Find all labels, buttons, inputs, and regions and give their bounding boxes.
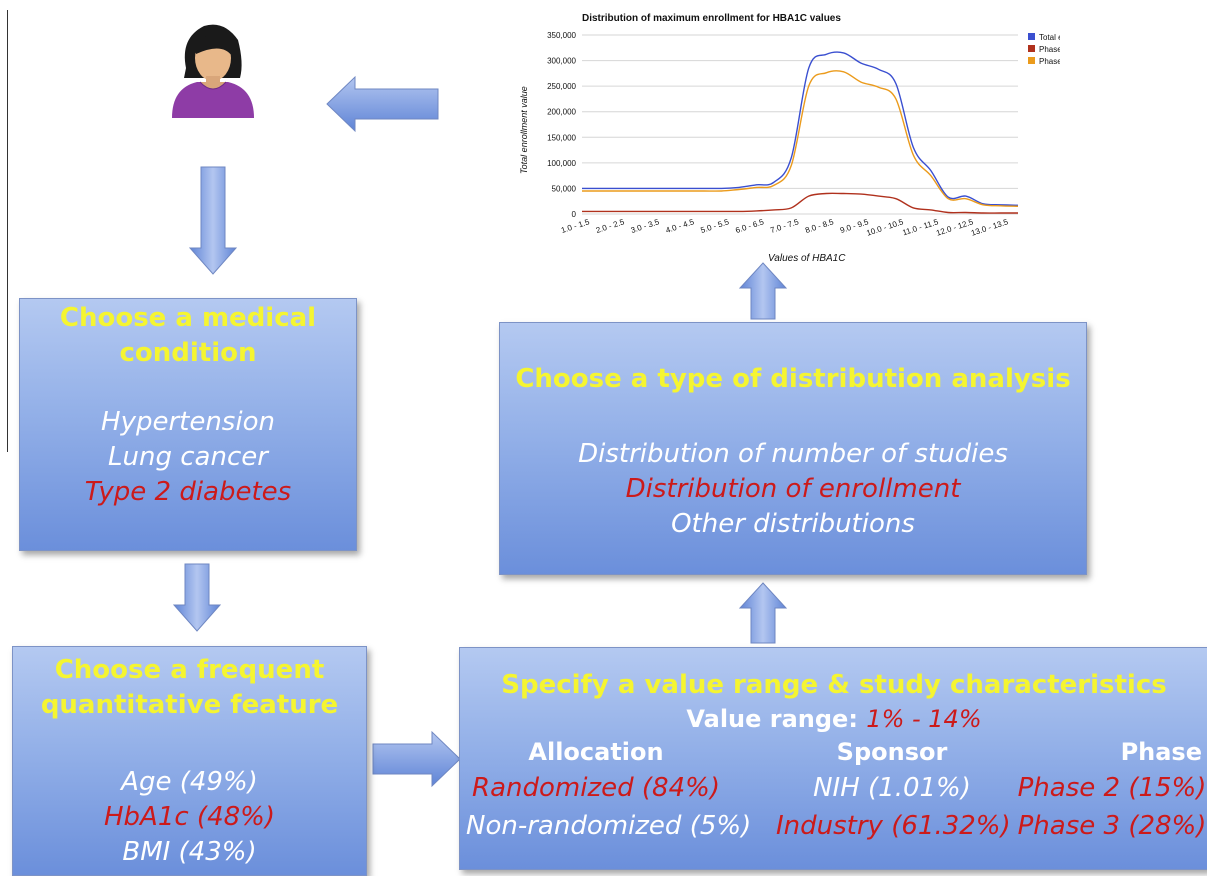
x-tick-label: 4.0 - 4.5 (665, 217, 696, 235)
feature-title-2: quantitative feature (40, 690, 339, 720)
y-tick-label: 350,000 (547, 31, 576, 40)
condition-list: Hypertension Lung cancer Type 2 diabetes (20, 405, 356, 510)
legend-swatch (1028, 45, 1035, 52)
arrow-down-2 (172, 563, 222, 632)
y-tick-label: 50,000 (552, 184, 577, 193)
medical-condition-title-1: Choose a medical (59, 303, 317, 333)
distribution-list: Distribution of number of studies Distri… (500, 437, 1086, 542)
medical-condition-box: Choose a medical condition Hypertension … (19, 298, 357, 551)
chart-ylabel: Total enrollment value (519, 86, 529, 174)
x-tick-label: 5.0 - 5.5 (699, 217, 730, 235)
series-line-phase-2 (581, 192, 1018, 214)
series-line-total-enrollment (582, 51, 1019, 206)
x-tick-label: 3.0 - 3.5 (630, 217, 661, 235)
arrow-right (372, 730, 461, 788)
distribution-item: Distribution of number of studies (578, 439, 1008, 469)
y-tick-label: 250,000 (547, 82, 576, 91)
y-tick-label: 150,000 (547, 133, 576, 142)
feature-item: BMI (43%) (122, 837, 257, 867)
feature-item: Age (49%) (121, 767, 258, 797)
sponsor-value-selected: Industry (61.32%) (776, 811, 1011, 841)
chart-y-ticks: 350,000 300,000 250,000 200,000 150,000 100,0… (547, 31, 576, 219)
arrow-down-1 (188, 166, 238, 275)
medical-condition-title-2: condition (119, 338, 257, 368)
series-line-phase-3 (582, 70, 1019, 207)
x-tick-label: 13.0 - 13.5 (970, 217, 1010, 238)
condition-item: Lung cancer (108, 442, 268, 472)
x-tick-label: 7.0 - 7.5 (769, 217, 800, 235)
legend-swatch (1028, 33, 1035, 40)
feature-title-1: Choose a frequent (54, 655, 325, 685)
distribution-analysis-box: Choose a type of distribution analysis D… (499, 322, 1087, 575)
chart-series (581, 51, 1019, 214)
legend-label: Total enrollment (1039, 33, 1060, 42)
phase-header: Phase (1120, 738, 1202, 766)
phase-value-selected: Phase 2 (15%) (1017, 773, 1207, 803)
value-range-box: Specify a value range & study characteri… (459, 647, 1207, 870)
distribution-item: Other distributions (671, 509, 915, 539)
sponsor-header: Sponsor (836, 738, 948, 766)
value-range-title: Specify a value range & study characteri… (501, 670, 1167, 700)
legend-swatch (1028, 57, 1035, 64)
y-tick-label: 0 (572, 210, 577, 219)
y-tick-label: 100,000 (547, 159, 576, 168)
y-tick-label: 300,000 (547, 57, 576, 66)
x-tick-label: 6.0 - 6.5 (734, 217, 765, 235)
feature-item-selected: HbA1c (48%) (103, 802, 276, 832)
allocation-value: Non-randomized (5%) (466, 811, 752, 841)
value-range-value: 1% - 14% (866, 705, 982, 733)
user-icon (172, 24, 254, 118)
characteristics-columns: Allocation Randomized (84%) Non-randomiz… (460, 735, 1207, 845)
x-tick-label: 11.0 - 11.5 (901, 217, 940, 237)
arrow-up-2 (738, 262, 788, 320)
sponsor-column: Sponsor NIH (1.01%) Industry (61.32%) (776, 735, 1011, 845)
chart-title: Distribution of maximum enrollment for H… (582, 13, 841, 24)
value-range-line: Value range: 1% - 14% (460, 703, 1207, 735)
x-tick-label: 12.0 - 12.5 (935, 217, 975, 238)
condition-item: Hypertension (101, 407, 275, 437)
y-tick-label: 200,000 (547, 108, 576, 117)
distribution-title: Choose a type of distribution analysis (515, 364, 1071, 394)
allocation-column: Allocation Randomized (84%) Non-randomiz… (466, 735, 752, 845)
enrollment-chart: Distribution of maximum enrollment for H… (519, 13, 1060, 264)
condition-item-selected: Type 2 diabetes (84, 477, 292, 507)
phase-value-selected: Phase 3 (28%) (1017, 811, 1207, 841)
value-range-label: Value range: (686, 705, 867, 733)
sponsor-value: NIH (1.01%) (813, 773, 971, 803)
x-tick-label: 2.0 - 2.5 (595, 217, 626, 235)
feature-list: Age (49%) HbA1c (48%) BMI (43%) (13, 765, 366, 870)
phase-column: Phase Phase 2 (15%) Phase 3 (28%) (1016, 735, 1207, 845)
chart-legend: Total enrollment Phase 2 Phase 3 (1028, 33, 1060, 66)
arrow-left (326, 75, 439, 133)
x-tick-label: 1.0 - 1.5 (560, 217, 591, 235)
x-tick-label: 8.0 - 8.5 (804, 217, 835, 235)
left-edge-line (7, 10, 8, 452)
chart-xlabel: Values of HBA1C (768, 253, 846, 264)
chart-x-ticks: 1.0 - 1.5 2.0 - 2.5 3.0 - 3.5 4.0 - 4.5 5.0 … (560, 217, 1010, 238)
x-tick-label: 10.0 - 10.5 (865, 217, 905, 238)
allocation-header: Allocation (528, 738, 664, 766)
distribution-item-selected: Distribution of enrollment (625, 474, 961, 504)
legend-label: Phase 2 (1039, 45, 1060, 54)
legend-label: Phase 3 (1039, 57, 1060, 66)
quantitative-feature-box: Choose a frequent quantitative feature A… (12, 646, 367, 876)
allocation-value-selected: Randomized (84%) (472, 773, 720, 803)
arrow-up-1 (738, 582, 788, 644)
